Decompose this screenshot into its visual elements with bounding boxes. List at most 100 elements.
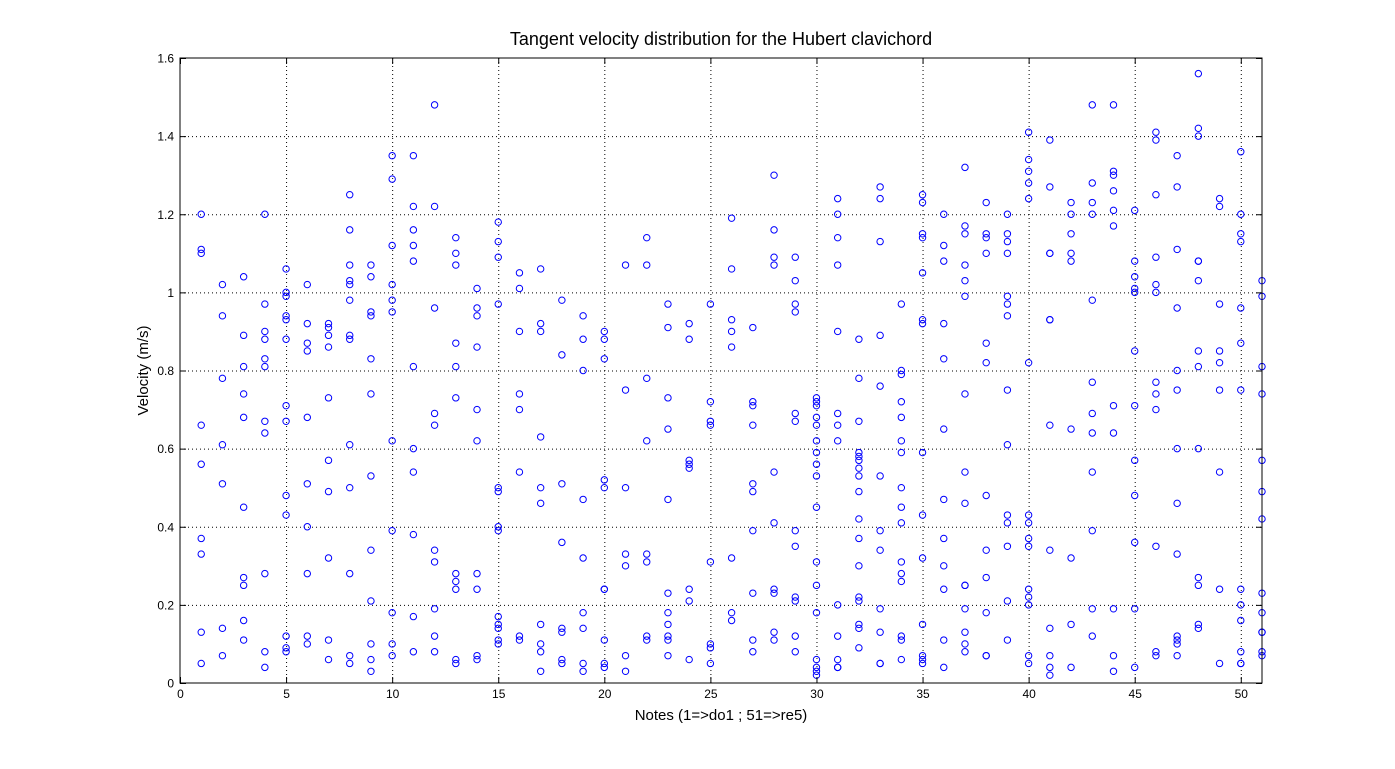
data-point <box>1173 444 1181 453</box>
data-point <box>855 452 863 461</box>
data-point <box>749 401 757 410</box>
data-point <box>473 405 481 414</box>
data-point <box>643 261 651 269</box>
data-point <box>855 620 863 629</box>
data-point <box>1003 386 1012 394</box>
data-point <box>1131 491 1139 500</box>
data-point <box>261 569 269 578</box>
data-point <box>558 480 566 488</box>
data-point <box>897 370 906 379</box>
data-point <box>685 456 693 465</box>
data-point <box>812 655 821 664</box>
data-point <box>1109 187 1118 195</box>
data-point <box>1173 499 1181 508</box>
data-point <box>430 605 439 613</box>
data-point <box>239 331 248 340</box>
x-tick-label: 50 <box>1235 687 1249 701</box>
data-point <box>1003 312 1012 320</box>
data-point <box>791 648 799 656</box>
data-points <box>197 69 1266 679</box>
data-point <box>727 316 736 324</box>
data-point <box>1046 183 1054 191</box>
data-point <box>346 261 354 269</box>
data-point <box>1152 280 1160 289</box>
data-point <box>218 624 227 633</box>
data-point <box>982 491 990 500</box>
data-point <box>1173 245 1181 254</box>
data-point <box>494 640 502 648</box>
data-point <box>940 663 948 672</box>
data-point <box>197 245 205 254</box>
data-point <box>261 417 269 425</box>
data-point <box>1024 194 1033 203</box>
data-point <box>1152 191 1160 199</box>
data-point <box>579 495 587 504</box>
data-point <box>664 651 672 660</box>
data-point <box>961 628 969 636</box>
data-point <box>1215 194 1224 203</box>
data-point <box>706 417 715 425</box>
data-point <box>558 659 566 668</box>
data-point <box>367 390 375 398</box>
data-point <box>515 468 524 476</box>
data-point <box>324 331 333 340</box>
data-point <box>982 573 990 582</box>
data-point <box>770 519 778 527</box>
data-point <box>1131 538 1139 547</box>
data-point <box>1237 148 1245 156</box>
data-point <box>812 503 821 511</box>
data-point <box>1194 124 1203 133</box>
data-point <box>855 472 863 480</box>
data-point <box>430 304 439 312</box>
data-point <box>727 343 736 351</box>
data-point <box>346 569 354 578</box>
data-point <box>409 226 418 234</box>
data-point <box>833 601 842 609</box>
data-point <box>473 569 481 578</box>
data-point <box>621 550 630 558</box>
data-point <box>940 534 948 543</box>
data-point <box>812 437 821 445</box>
data-point <box>1024 534 1033 543</box>
data-point <box>961 163 969 172</box>
data-point <box>1173 366 1181 375</box>
data-point <box>303 347 311 355</box>
data-point <box>897 448 906 457</box>
data-point <box>282 292 290 300</box>
data-point <box>961 640 969 648</box>
data-point <box>1067 425 1075 433</box>
data-point <box>621 483 630 492</box>
data-point <box>367 640 375 648</box>
data-point <box>897 413 906 422</box>
data-point <box>324 636 333 644</box>
data-point <box>494 624 502 633</box>
data-point <box>918 230 927 238</box>
data-point <box>409 202 418 211</box>
data-point <box>664 394 672 402</box>
x-tick-label: 30 <box>810 687 824 701</box>
x-tick-label: 20 <box>598 687 612 701</box>
data-point <box>1237 210 1245 218</box>
data-point <box>346 331 354 340</box>
data-point <box>1088 210 1096 218</box>
data-point <box>1109 167 1118 175</box>
data-point <box>982 249 990 258</box>
x-tick-label: 5 <box>283 687 290 701</box>
data-point <box>452 339 460 347</box>
data-point <box>791 308 799 316</box>
data-point <box>388 280 396 289</box>
data-point <box>282 288 290 297</box>
data-point <box>367 472 375 480</box>
data-point <box>1024 511 1033 519</box>
x-tick-label: 40 <box>1022 687 1036 701</box>
data-point <box>452 659 460 668</box>
data-point <box>1152 542 1160 550</box>
data-point <box>261 648 269 656</box>
data-point <box>1046 421 1054 429</box>
data-point <box>961 499 969 508</box>
data-point <box>1131 284 1139 293</box>
data-point <box>855 335 863 343</box>
data-point <box>664 300 672 308</box>
data-point <box>812 581 821 590</box>
data-point <box>1088 409 1096 418</box>
